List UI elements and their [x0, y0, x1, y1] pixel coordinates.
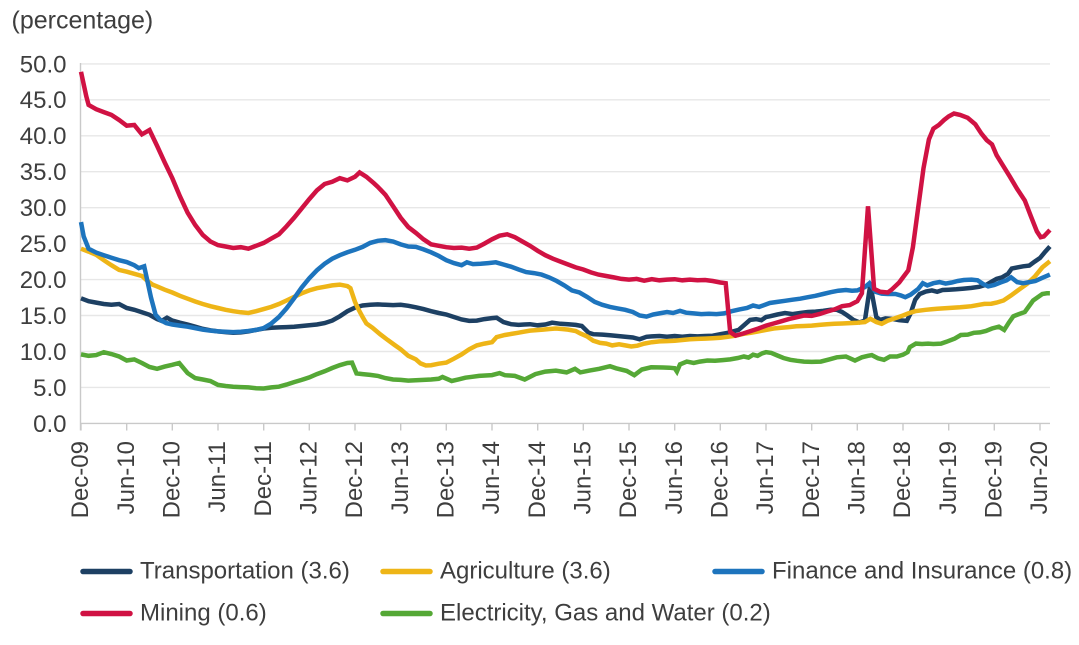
- svg-text:15.0: 15.0: [20, 303, 67, 330]
- svg-text:Dec-19: Dec-19: [981, 441, 1008, 518]
- svg-text:Dec-16: Dec-16: [707, 441, 734, 518]
- svg-text:Jun-10: Jun-10: [113, 441, 140, 514]
- svg-text:Dec-14: Dec-14: [524, 441, 551, 518]
- svg-text:50.0: 50.0: [20, 51, 67, 78]
- svg-text:40.0: 40.0: [20, 123, 67, 150]
- svg-text:Jun-18: Jun-18: [844, 441, 871, 514]
- svg-text:45.0: 45.0: [20, 87, 67, 114]
- svg-text:0.0: 0.0: [33, 411, 66, 438]
- svg-text:5.0: 5.0: [33, 375, 66, 402]
- svg-text:Mining (0.6): Mining (0.6): [140, 599, 267, 626]
- svg-text:Jun-19: Jun-19: [935, 441, 962, 514]
- svg-text:Finance and Insurance (0.8): Finance and Insurance (0.8): [772, 557, 1072, 584]
- svg-text:Jun-12: Jun-12: [296, 441, 323, 514]
- svg-text:Dec-15: Dec-15: [615, 441, 642, 518]
- svg-text:Electricity, Gas and Water (0.: Electricity, Gas and Water (0.2): [440, 599, 771, 626]
- svg-text:Dec-12: Dec-12: [341, 441, 368, 518]
- svg-text:Jun-20: Jun-20: [1026, 441, 1053, 514]
- svg-text:Jun-16: Jun-16: [661, 441, 688, 514]
- svg-text:Dec-11: Dec-11: [250, 441, 277, 517]
- svg-text:20.0: 20.0: [20, 267, 67, 294]
- svg-text:Dec-10: Dec-10: [159, 441, 186, 518]
- svg-text:Jun-17: Jun-17: [752, 441, 779, 514]
- svg-text:25.0: 25.0: [20, 231, 67, 258]
- svg-text:Jun-14: Jun-14: [478, 441, 505, 514]
- svg-text:(percentage): (percentage): [12, 7, 154, 35]
- svg-text:Dec-17: Dec-17: [798, 441, 825, 518]
- svg-text:Agriculture (3.6): Agriculture (3.6): [440, 557, 611, 584]
- svg-text:Dec-09: Dec-09: [67, 441, 94, 518]
- svg-text:Dec-18: Dec-18: [889, 441, 916, 518]
- svg-text:35.0: 35.0: [20, 159, 67, 186]
- svg-text:10.0: 10.0: [20, 339, 67, 366]
- svg-text:30.0: 30.0: [20, 195, 67, 222]
- svg-text:Jun-15: Jun-15: [570, 441, 597, 514]
- svg-text:Jun-13: Jun-13: [387, 441, 414, 514]
- svg-text:Transportation (3.6): Transportation (3.6): [140, 557, 350, 584]
- svg-text:Dec-13: Dec-13: [433, 441, 460, 518]
- svg-text:Jun-11: Jun-11: [204, 441, 231, 513]
